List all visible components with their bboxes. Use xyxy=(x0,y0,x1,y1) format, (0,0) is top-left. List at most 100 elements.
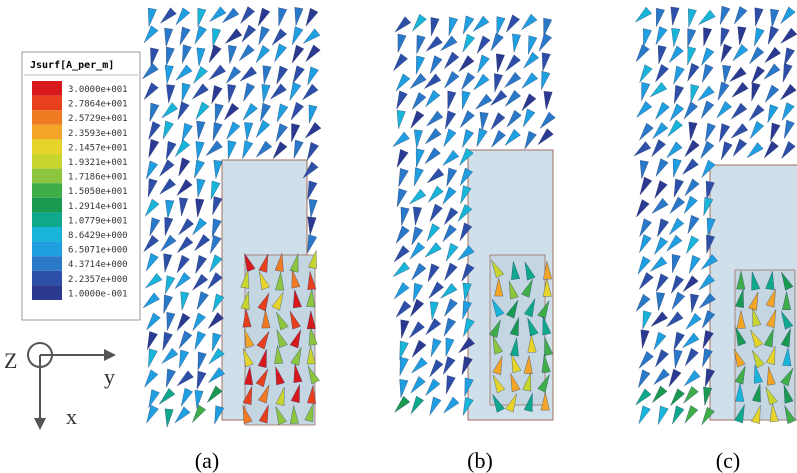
current-arrow xyxy=(159,388,176,405)
current-arrow xyxy=(424,73,442,89)
current-arrow xyxy=(444,51,460,69)
current-arrow xyxy=(766,346,776,365)
current-arrow xyxy=(178,157,191,177)
current-arrow xyxy=(782,347,792,367)
legend-swatch xyxy=(32,139,62,154)
current-arrow xyxy=(428,185,444,203)
current-arrow xyxy=(159,178,176,195)
current-arrow xyxy=(276,312,289,331)
legend-label: 1.7186e+001 xyxy=(68,173,128,183)
current-arrow xyxy=(307,180,318,200)
current-arrow xyxy=(291,269,301,289)
current-arrow xyxy=(543,261,552,280)
current-arrow xyxy=(666,141,683,158)
current-arrow xyxy=(270,83,287,100)
current-arrow xyxy=(179,26,191,46)
current-arrow xyxy=(472,15,490,32)
current-arrow xyxy=(717,81,730,101)
current-arrow xyxy=(394,282,410,300)
current-arrow xyxy=(752,307,762,327)
current-arrow xyxy=(505,89,521,107)
current-arrow xyxy=(212,28,221,47)
current-arrow xyxy=(669,196,685,214)
current-arrow xyxy=(442,149,460,166)
current-arrow xyxy=(737,26,747,46)
current-arrow xyxy=(751,405,761,424)
current-arrow xyxy=(746,142,764,158)
current-arrow xyxy=(444,70,460,89)
current-arrow xyxy=(459,147,474,166)
current-arrow xyxy=(669,103,685,122)
current-arrow xyxy=(504,129,521,146)
current-arrow xyxy=(428,281,444,299)
current-arrow xyxy=(276,65,288,85)
current-arrow xyxy=(523,355,533,374)
current-arrow xyxy=(194,234,211,251)
current-arrow xyxy=(701,47,715,66)
current-arrow xyxy=(704,368,715,388)
current-arrow xyxy=(537,128,554,145)
current-arrow xyxy=(142,63,159,80)
current-arrow xyxy=(672,158,682,178)
current-arrow xyxy=(735,383,745,402)
current-arrow xyxy=(473,73,490,91)
current-arrow xyxy=(393,53,408,71)
current-arrow xyxy=(702,310,716,329)
current-arrow xyxy=(208,347,225,365)
current-arrow xyxy=(399,356,409,376)
current-arrow xyxy=(731,81,749,98)
current-arrow xyxy=(165,275,176,295)
current-arrow xyxy=(208,64,226,80)
current-arrow xyxy=(258,253,269,273)
current-arrow xyxy=(506,14,520,33)
current-arrow xyxy=(541,71,551,90)
current-arrow xyxy=(194,25,207,44)
current-arrow xyxy=(257,7,271,27)
panel-caption: (a) xyxy=(195,448,219,473)
legend-label: 2.2357e+000 xyxy=(68,275,128,285)
current-arrow xyxy=(395,73,411,92)
current-arrow xyxy=(242,308,252,328)
current-arrow xyxy=(424,242,442,258)
current-arrow xyxy=(166,46,175,66)
current-arrow xyxy=(148,389,160,408)
current-arrow xyxy=(307,385,316,404)
current-arrow xyxy=(257,292,270,312)
current-arrow xyxy=(643,28,652,48)
current-arrow xyxy=(780,6,796,24)
current-arrow xyxy=(505,54,521,72)
current-arrow xyxy=(142,292,160,308)
current-arrow xyxy=(687,28,697,48)
current-arrow xyxy=(673,178,684,198)
current-arrow xyxy=(769,403,779,423)
current-arrow xyxy=(275,387,285,406)
current-arrow xyxy=(543,17,553,37)
current-arrow xyxy=(491,130,506,148)
current-arrow xyxy=(175,139,191,157)
current-arrow xyxy=(639,234,652,253)
current-arrow xyxy=(290,384,300,403)
current-arrow xyxy=(511,354,522,374)
current-arrow xyxy=(181,82,191,102)
current-arrow xyxy=(541,354,551,373)
current-arrow xyxy=(242,103,258,121)
current-arrow xyxy=(491,259,505,279)
current-arrow xyxy=(175,64,193,81)
current-arrow xyxy=(541,52,551,72)
current-arrow xyxy=(274,43,287,62)
panel-caption: (b) xyxy=(467,448,493,473)
x-arrowhead xyxy=(34,418,46,430)
current-arrow xyxy=(164,27,174,47)
current-arrow xyxy=(192,404,207,423)
current-arrow xyxy=(180,291,190,311)
current-arrow xyxy=(278,7,288,27)
current-arrow xyxy=(192,273,209,291)
current-arrow xyxy=(392,261,410,277)
current-arrow xyxy=(735,327,747,347)
current-arrow xyxy=(754,27,765,47)
current-arrow xyxy=(240,291,250,310)
current-arrow xyxy=(689,255,701,274)
current-arrow xyxy=(670,6,680,26)
current-arrow xyxy=(702,330,714,349)
current-arrow xyxy=(752,383,761,403)
